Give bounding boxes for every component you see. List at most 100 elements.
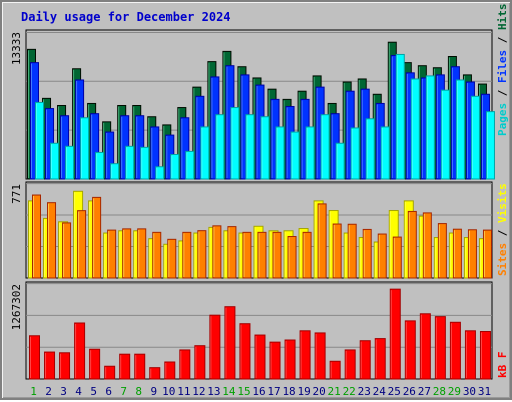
panel-kbf: 1267302 — [10, 281, 493, 380]
bar-sites-day-8 — [137, 228, 147, 279]
bar-pages-day-9 — [155, 166, 165, 180]
y-max-label: 1267302 — [10, 284, 23, 330]
day-label-18: 18 — [282, 385, 295, 398]
bar-kbytes-day-11 — [179, 349, 191, 380]
day-label-7: 7 — [120, 385, 127, 398]
day-label-12: 12 — [192, 385, 205, 398]
series-kbytes — [29, 288, 491, 380]
bar-pages-day-8 — [140, 146, 150, 180]
bar-kbytes-day-20 — [314, 332, 326, 380]
bar-kbytes-day-30 — [464, 330, 476, 380]
bar-pages-day-29 — [455, 79, 465, 180]
bar-kbytes-day-14 — [224, 306, 236, 380]
day-label-30: 30 — [463, 385, 476, 398]
day-label-28: 28 — [433, 385, 446, 398]
x-axis-day-labels: 1 2 3 4 5 6 7 8 9 10 11 12 13 14 15 16 17 18 19 20 21 22 23 24 2… — [30, 385, 491, 398]
bar-pages-day-1 — [35, 101, 44, 180]
bar-pages-day-31 — [485, 111, 495, 180]
day-label-4: 4 — [75, 385, 82, 398]
bar-files-day-9 — [150, 126, 160, 180]
legend-separator: / — [496, 30, 509, 50]
day-label-29: 29 — [448, 385, 461, 398]
bar-pages-day-17 — [275, 126, 285, 180]
bar-sites-day-20 — [317, 203, 327, 279]
legend-sites: Sites — [496, 243, 509, 276]
bar-sites-day-28 — [437, 223, 447, 279]
legend-kb-f: kB F — [496, 352, 509, 379]
bar-pages-day-22 — [350, 127, 360, 180]
bar-pages-day-12 — [200, 126, 210, 180]
legend-group-2: kB F — [496, 352, 509, 379]
bar-kbytes-day-31 — [479, 331, 491, 380]
bar-pages-day-10 — [170, 154, 180, 180]
legend-pages: Pages — [496, 103, 509, 136]
bar-kbytes-day-7 — [119, 353, 131, 380]
bar-sites-day-22 — [347, 223, 357, 279]
day-label-1: 1 — [30, 385, 37, 398]
bar-pages-day-15 — [245, 114, 255, 180]
bar-sites-day-3 — [62, 222, 72, 279]
bar-sites-day-29 — [452, 228, 462, 279]
bar-sites-day-16 — [257, 231, 267, 279]
series-pages — [35, 53, 495, 180]
bar-kbytes-day-22 — [344, 349, 356, 380]
y-max-label: 771 — [10, 184, 23, 204]
bar-sites-day-6 — [107, 229, 117, 279]
bar-pages-day-6 — [110, 163, 120, 180]
legend-separator: / — [496, 83, 509, 103]
bar-pages-day-16 — [260, 116, 270, 180]
bar-kbytes-day-26 — [404, 320, 416, 380]
bar-sites-day-31 — [482, 229, 492, 279]
chart-panels: 13333 771 1267302 — [10, 29, 495, 380]
legend-group-0: Pages / Files / Hits — [496, 4, 509, 137]
panel-visits_sites: 771 — [10, 181, 493, 279]
bar-sites-day-17 — [272, 231, 282, 279]
chart-title: Daily usage for December 2024 — [21, 10, 231, 24]
bar-pages-day-30 — [470, 95, 480, 180]
bar-kbytes-day-13 — [209, 314, 221, 380]
bar-pages-day-13 — [215, 114, 225, 180]
day-label-27: 27 — [418, 385, 431, 398]
day-label-8: 8 — [135, 385, 142, 398]
bar-sites-day-24 — [377, 233, 387, 279]
bar-kbytes-day-1 — [29, 335, 40, 380]
bar-pages-day-25 — [395, 53, 405, 180]
bar-kbytes-day-21 — [329, 360, 341, 380]
bar-sites-day-14 — [227, 226, 237, 279]
bar-sites-day-12 — [197, 230, 207, 279]
bar-sites-day-2 — [47, 202, 57, 279]
day-label-2: 2 — [45, 385, 52, 398]
day-label-20: 20 — [313, 385, 326, 398]
bar-sites-day-30 — [467, 229, 477, 279]
bar-kbytes-day-4 — [74, 322, 86, 380]
bar-kbytes-day-10 — [164, 361, 176, 380]
bar-kbytes-day-19 — [299, 330, 311, 380]
bar-sites-day-1 — [32, 194, 41, 279]
bar-pages-day-24 — [380, 126, 390, 180]
bar-sites-day-19 — [302, 231, 312, 279]
bar-kbytes-day-12 — [194, 345, 206, 380]
bar-sites-day-5 — [92, 196, 102, 279]
bar-kbytes-day-18 — [284, 339, 296, 380]
day-label-17: 17 — [267, 385, 280, 398]
panel-hits_files_pages: 13333 — [10, 29, 495, 180]
bar-kbytes-day-3 — [59, 352, 71, 380]
bar-pages-day-19 — [305, 126, 315, 180]
bar-sites-day-18 — [287, 236, 297, 279]
day-label-10: 10 — [162, 385, 175, 398]
bar-kbytes-day-25 — [389, 288, 401, 380]
bar-kbytes-day-17 — [269, 341, 281, 380]
bar-pages-day-4 — [80, 117, 90, 180]
bar-pages-day-26 — [410, 78, 420, 180]
bar-pages-day-23 — [365, 118, 375, 180]
bar-pages-day-28 — [440, 89, 450, 180]
bar-kbytes-day-24 — [374, 338, 386, 380]
bar-pages-day-14 — [230, 107, 240, 180]
bar-kbytes-day-6 — [104, 365, 116, 380]
legend-visits: Visits — [496, 183, 509, 223]
bar-kbytes-day-8 — [134, 353, 146, 380]
legend-hits: Hits — [496, 4, 509, 31]
legend-group-1: Sites / Visits — [496, 183, 509, 276]
bar-kbytes-day-28 — [434, 316, 446, 380]
